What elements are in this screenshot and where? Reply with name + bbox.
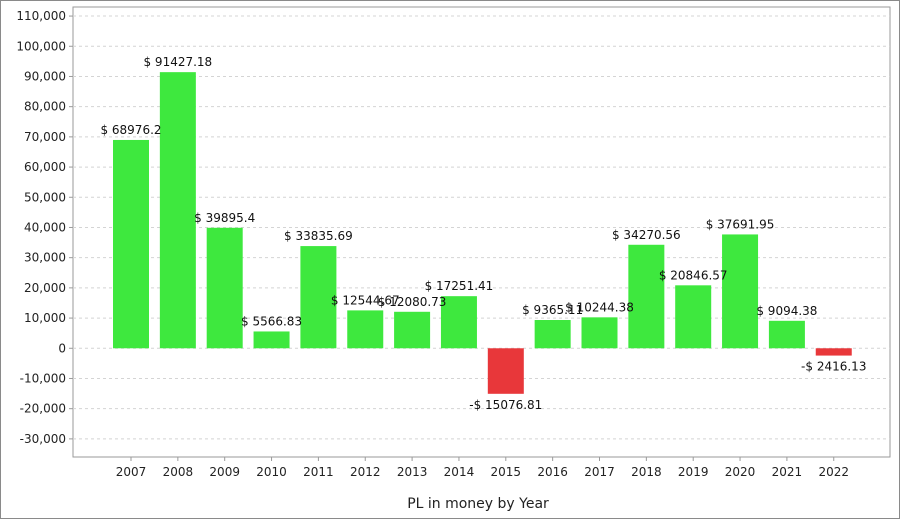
x-tick-label: 2010 [256, 465, 287, 479]
data-label: $ 12080.73 [378, 295, 447, 309]
data-label: $ 12544.67 [331, 293, 400, 307]
bar [534, 319, 571, 349]
bar [253, 331, 290, 349]
y-tick-label: -30,000 [20, 432, 66, 446]
bar [113, 139, 149, 349]
data-label: $ 34270.56 [612, 228, 681, 242]
x-tick-label: 2022 [818, 465, 849, 479]
bar [487, 348, 524, 394]
bar [159, 72, 196, 349]
y-tick-label: 70,000 [24, 130, 66, 144]
x-tick-label: 2013 [397, 465, 428, 479]
y-tick-label: 60,000 [24, 160, 66, 174]
y-tick-label: 10,000 [24, 311, 66, 325]
y-tick-label: 20,000 [24, 281, 66, 295]
y-tick-label: 50,000 [24, 190, 66, 204]
y-tick-label: -10,000 [20, 371, 66, 385]
bar [815, 348, 852, 356]
y-tick-label: 110,000 [16, 9, 66, 23]
bar [206, 227, 243, 349]
data-label: $ 9094.38 [756, 304, 817, 318]
data-labels: $ 68976.2 $ 91427.18 $ 39895.4 $ 5566.83 $ 3… [100, 55, 866, 412]
x-tick-label: 2011 [303, 465, 334, 479]
bar [440, 296, 477, 349]
x-tick-label: 2017 [584, 465, 615, 479]
y-axis: 110,000 100,000 90,000 80,000 70,000 60,000 50… [16, 9, 73, 446]
data-label: -$ 2416.13 [801, 360, 866, 374]
bar [581, 317, 618, 349]
data-label: $ 9365.11 [522, 303, 583, 317]
x-tick-label: 2020 [725, 465, 756, 479]
plot-area-border [72, 6, 891, 458]
bar [628, 244, 665, 349]
bar [300, 246, 337, 349]
x-axis-title: PL in money by Year [407, 496, 549, 512]
data-label: $ 10244.38 [565, 300, 634, 314]
y-tick-label: 30,000 [24, 251, 66, 265]
y-tick-label: 80,000 [24, 100, 66, 114]
data-label: -$ 15076.81 [469, 398, 542, 412]
bar [347, 310, 384, 349]
x-tick-label: 2019 [678, 465, 709, 479]
bar [394, 311, 431, 349]
y-tick-label: -20,000 [20, 402, 66, 416]
data-label: $ 5566.83 [241, 314, 302, 328]
data-label: $ 20846.57 [659, 268, 728, 282]
x-tick-label: 2007 [116, 465, 147, 479]
bar [675, 285, 712, 349]
data-label: $ 39895.4 [194, 211, 255, 225]
bar [768, 320, 805, 349]
data-label: $ 91427.18 [143, 55, 212, 69]
x-tick-label: 2016 [537, 465, 568, 479]
y-tick-label: 40,000 [24, 220, 66, 234]
data-label: $ 68976.2 [100, 123, 161, 137]
y-tick-label: 90,000 [24, 69, 66, 83]
data-label: $ 33835.69 [284, 229, 353, 243]
x-tick-label: 2012 [350, 465, 381, 479]
x-tick-label: 2018 [631, 465, 662, 479]
x-tick-label: 2021 [772, 465, 803, 479]
x-axis: 2007 2008 2009 2010 2011 2012 2013 2014 2015 2016… [116, 457, 849, 479]
data-label: $ 37691.95 [706, 217, 775, 231]
bar [722, 234, 759, 349]
y-tick-label: 100,000 [16, 39, 66, 53]
x-tick-label: 2008 [163, 465, 194, 479]
x-tick-label: 2014 [444, 465, 475, 479]
data-label: $ 17251.41 [425, 279, 494, 293]
y-tick-label: 0 [58, 341, 66, 355]
bars [113, 72, 852, 394]
x-tick-label: 2009 [209, 465, 240, 479]
x-tick-label: 2015 [491, 465, 522, 479]
